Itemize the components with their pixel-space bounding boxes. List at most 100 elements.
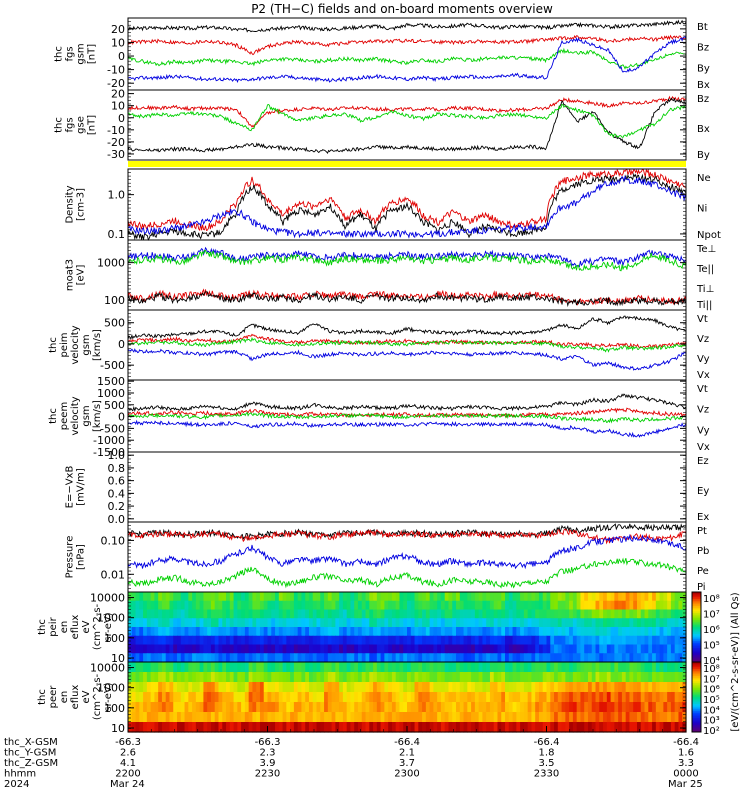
heatmap-cell	[357, 712, 363, 723]
heatmap-cell	[278, 653, 284, 663]
heatmap-cell	[203, 592, 208, 602]
heatmap-cell	[177, 653, 182, 663]
heatmap-cell	[512, 644, 517, 654]
heatmap-cell	[603, 592, 608, 602]
colorbar-step	[692, 623, 701, 626]
heatmap-cell	[655, 672, 661, 683]
heatmap-cell	[561, 618, 566, 628]
heatmap-cell	[259, 592, 265, 602]
heatmap-cell	[580, 592, 585, 602]
heatmap-cell	[636, 702, 642, 713]
heatmap-cell	[493, 592, 499, 602]
heatmap-cell	[357, 692, 363, 703]
heatmap-cell	[516, 644, 521, 654]
heatmap-cell	[373, 682, 378, 693]
heatmap-cell	[610, 635, 615, 646]
heatmap-cell	[655, 627, 661, 637]
heatmap-cell	[165, 702, 171, 713]
heatmap-cell	[327, 672, 333, 683]
heatmap-cell	[369, 592, 374, 602]
heatmap-cell	[297, 692, 303, 703]
heatmap-cell	[640, 662, 646, 673]
heatmap-cell	[361, 618, 367, 628]
heatmap-cell	[516, 618, 521, 628]
y-tick-label: 0.10	[101, 534, 126, 547]
y-tick-label: -1500	[93, 446, 125, 459]
heatmap-cell	[207, 609, 212, 619]
heatmap-cell	[580, 618, 585, 628]
heatmap-cell	[241, 627, 246, 637]
heatmap-cell	[493, 600, 499, 611]
heatmap-cell	[218, 618, 223, 628]
heatmap-cell	[429, 712, 434, 723]
heatmap-cell	[655, 682, 661, 693]
heatmap-cell	[188, 635, 193, 646]
heatmap-cell	[316, 600, 321, 611]
heatmap-cell	[452, 672, 457, 683]
heatmap-cell	[670, 672, 676, 683]
heatmap-cell	[614, 653, 619, 663]
heatmap-cell	[572, 609, 578, 619]
colorbar-tick-label: 10⁴	[703, 656, 720, 667]
heatmap-cell	[418, 609, 423, 619]
heatmap-cell	[425, 635, 431, 646]
colorbar-step	[692, 632, 701, 635]
heatmap-cell	[301, 712, 306, 723]
heatmap-cell	[222, 644, 227, 654]
heatmap-cell	[516, 682, 521, 693]
heatmap-cell	[252, 627, 257, 637]
heatmap-cell	[207, 702, 212, 713]
heatmap-cell	[188, 702, 193, 713]
heatmap-cell	[177, 682, 182, 693]
heatmap-cell	[618, 592, 623, 602]
colorbar-step	[692, 730, 701, 733]
heatmap-cell	[440, 592, 446, 602]
heatmap-cell	[614, 644, 619, 654]
heatmap-cell	[158, 627, 163, 637]
heatmap-cell	[448, 653, 453, 663]
heatmap-cell	[165, 692, 171, 703]
heatmap-cell	[286, 722, 291, 733]
heatmap-cell	[474, 644, 480, 654]
heatmap-cell	[655, 609, 661, 619]
heatmap-cell	[384, 644, 389, 654]
heatmap-cell	[195, 682, 201, 693]
x-row-label: thc_Y-GSM	[4, 748, 56, 759]
heatmap-cell	[203, 692, 208, 703]
heatmap-cell	[459, 672, 465, 683]
heatmap-cell	[565, 722, 570, 733]
heatmap-cell	[373, 662, 378, 673]
heatmap-cell	[146, 609, 152, 619]
heatmap-cell	[508, 722, 514, 733]
heatmap-cell	[407, 653, 412, 663]
heatmap-cell	[610, 692, 615, 703]
heatmap-cell	[327, 682, 333, 693]
heatmap-cell	[354, 662, 359, 673]
heatmap-cell	[565, 712, 570, 723]
heatmap-cell	[391, 682, 397, 693]
heatmap-cell	[388, 644, 393, 654]
heatmap-cell	[652, 635, 657, 646]
heatmap-cell	[218, 712, 223, 723]
heatmap-cell	[150, 627, 155, 637]
heatmap-cell	[128, 627, 133, 637]
heatmap-cell	[576, 722, 582, 733]
colorbar-step	[692, 651, 701, 654]
heatmap-cell	[505, 662, 510, 673]
y-tick-label: 0.2	[108, 500, 126, 513]
heatmap-cell	[173, 609, 178, 619]
heatmap-cell	[275, 618, 280, 628]
heatmap-cell	[278, 672, 284, 683]
heatmap-cell	[324, 592, 329, 602]
heatmap-cell	[335, 618, 340, 628]
heatmap-cell	[203, 702, 208, 713]
heatmap-cell	[599, 600, 604, 611]
heatmap-cell	[229, 682, 235, 693]
y-tick-label: 0.01	[101, 568, 126, 581]
heatmap-cell	[648, 672, 653, 683]
heatmap-cell	[244, 635, 250, 646]
heatmap-cell	[489, 682, 495, 693]
heatmap-cell	[143, 627, 148, 637]
